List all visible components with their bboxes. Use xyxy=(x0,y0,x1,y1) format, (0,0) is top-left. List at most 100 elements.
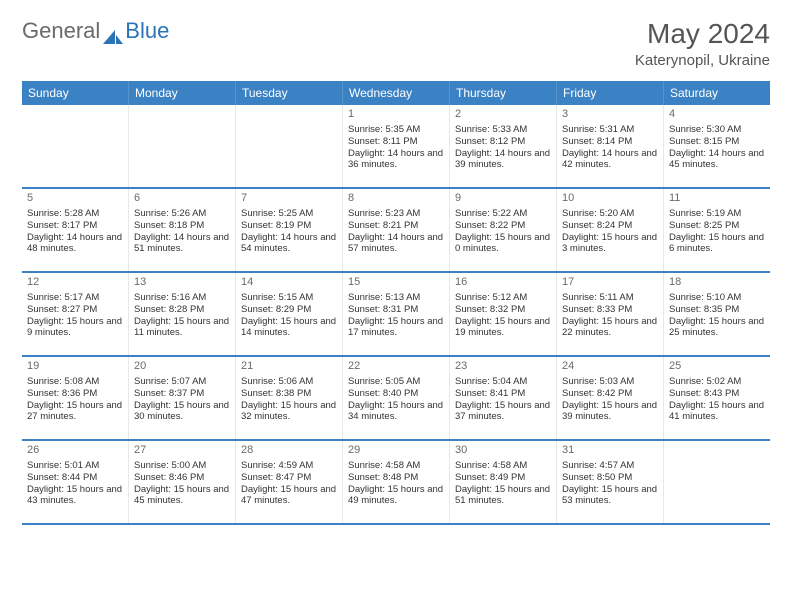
day-cell: 31Sunrise: 4:57 AMSunset: 8:50 PMDayligh… xyxy=(557,441,664,523)
logo: General Blue xyxy=(22,18,169,44)
daylight-line: Daylight: 15 hours and 51 minutes. xyxy=(455,484,551,508)
sunrise-line: Sunrise: 5:04 AM xyxy=(455,376,551,388)
daylight-line: Daylight: 14 hours and 39 minutes. xyxy=(455,148,551,172)
day-number: 24 xyxy=(562,360,658,374)
day-cell: 12Sunrise: 5:17 AMSunset: 8:27 PMDayligh… xyxy=(22,273,129,355)
sunset-line: Sunset: 8:33 PM xyxy=(562,304,658,316)
weekday-header: Monday xyxy=(129,81,236,105)
daylight-line: Daylight: 15 hours and 14 minutes. xyxy=(241,316,337,340)
sunrise-line: Sunrise: 5:25 AM xyxy=(241,208,337,220)
day-cell: 21Sunrise: 5:06 AMSunset: 8:38 PMDayligh… xyxy=(236,357,343,439)
daylight-line: Daylight: 15 hours and 41 minutes. xyxy=(669,400,765,424)
weekday-header: Saturday xyxy=(664,81,770,105)
daylight-line: Daylight: 15 hours and 22 minutes. xyxy=(562,316,658,340)
daylight-line: Daylight: 15 hours and 3 minutes. xyxy=(562,232,658,256)
day-number: 13 xyxy=(134,276,230,290)
day-number: 21 xyxy=(241,360,337,374)
day-number: 11 xyxy=(669,192,765,206)
week-row: 12Sunrise: 5:17 AMSunset: 8:27 PMDayligh… xyxy=(22,273,770,357)
sunrise-line: Sunrise: 5:35 AM xyxy=(348,124,444,136)
weekday-header: Friday xyxy=(557,81,664,105)
day-cell: 8Sunrise: 5:23 AMSunset: 8:21 PMDaylight… xyxy=(343,189,450,271)
sunrise-line: Sunrise: 5:12 AM xyxy=(455,292,551,304)
calendar-page: General Blue May 2024 Katerynopil, Ukrai… xyxy=(0,0,792,543)
header: General Blue May 2024 Katerynopil, Ukrai… xyxy=(22,18,770,69)
sunrise-line: Sunrise: 5:13 AM xyxy=(348,292,444,304)
sunrise-line: Sunrise: 5:33 AM xyxy=(455,124,551,136)
empty-cell xyxy=(129,105,236,187)
daylight-line: Daylight: 15 hours and 11 minutes. xyxy=(134,316,230,340)
sunset-line: Sunset: 8:44 PM xyxy=(27,472,123,484)
empty-cell xyxy=(236,105,343,187)
day-cell: 27Sunrise: 5:00 AMSunset: 8:46 PMDayligh… xyxy=(129,441,236,523)
weekday-header-row: SundayMondayTuesdayWednesdayThursdayFrid… xyxy=(22,81,770,105)
sunrise-line: Sunrise: 5:05 AM xyxy=(348,376,444,388)
sunset-line: Sunset: 8:41 PM xyxy=(455,388,551,400)
day-number: 17 xyxy=(562,276,658,290)
sunrise-line: Sunrise: 5:07 AM xyxy=(134,376,230,388)
day-cell: 30Sunrise: 4:58 AMSunset: 8:49 PMDayligh… xyxy=(450,441,557,523)
sunrise-line: Sunrise: 5:11 AM xyxy=(562,292,658,304)
daylight-line: Daylight: 15 hours and 19 minutes. xyxy=(455,316,551,340)
daylight-line: Daylight: 15 hours and 25 minutes. xyxy=(669,316,765,340)
day-cell: 19Sunrise: 5:08 AMSunset: 8:36 PMDayligh… xyxy=(22,357,129,439)
sunrise-line: Sunrise: 5:31 AM xyxy=(562,124,658,136)
sunset-line: Sunset: 8:31 PM xyxy=(348,304,444,316)
daylight-line: Daylight: 15 hours and 37 minutes. xyxy=(455,400,551,424)
day-cell: 14 Sunrise: 5:15 AMSunset: 8:29 PMDayligh… xyxy=(236,273,343,355)
sunrise-line: Sunrise: 5:30 AM xyxy=(669,124,765,136)
location-subtitle: Katerynopil, Ukraine xyxy=(635,52,770,69)
day-number: 31 xyxy=(562,444,658,458)
day-number: 26 xyxy=(27,444,123,458)
day-number: 14 xyxy=(241,276,337,290)
sunset-line: Sunset: 8:29 PM xyxy=(241,304,337,316)
sunrise-line: Sunrise: 5:23 AM xyxy=(348,208,444,220)
sunset-line: Sunset: 8:15 PM xyxy=(669,136,765,148)
week-row: 5Sunrise: 5:28 AMSunset: 8:17 PMDaylight… xyxy=(22,189,770,273)
sunrise-line: Sunrise: 5:22 AM xyxy=(455,208,551,220)
sunrise-line: Sunrise: 5:20 AM xyxy=(562,208,658,220)
day-number: 8 xyxy=(348,192,444,206)
day-cell: 3Sunrise: 5:31 AMSunset: 8:14 PMDaylight… xyxy=(557,105,664,187)
sunrise-line: Sunrise: 5:08 AM xyxy=(27,376,123,388)
daylight-line: Daylight: 14 hours and 57 minutes. xyxy=(348,232,444,256)
day-cell: 10 Sunrise: 5:20 AMSunset: 8:24 PMDayligh… xyxy=(557,189,664,271)
sunset-line: Sunset: 8:50 PM xyxy=(562,472,658,484)
sunset-line: Sunset: 8:25 PM xyxy=(669,220,765,232)
day-cell: 24Sunrise: 5:03 AMSunset: 8:42 PMDayligh… xyxy=(557,357,664,439)
day-number: 15 xyxy=(348,276,444,290)
sunrise-line: Sunrise: 5:06 AM xyxy=(241,376,337,388)
weekday-header: Thursday xyxy=(450,81,557,105)
daylight-line: Daylight: 15 hours and 34 minutes. xyxy=(348,400,444,424)
day-number: 18 xyxy=(669,276,765,290)
week-row: 1Sunrise: 5:35 AMSunset: 8:11 PMDaylight… xyxy=(22,105,770,189)
daylight-line: Daylight: 14 hours and 36 minutes. xyxy=(348,148,444,172)
day-number: 30 xyxy=(455,444,551,458)
sunrise-line: Sunrise: 5:28 AM xyxy=(27,208,123,220)
weekday-header: Tuesday xyxy=(236,81,343,105)
sunset-line: Sunset: 8:47 PM xyxy=(241,472,337,484)
day-number: 23 xyxy=(455,360,551,374)
sunrise-line: Sunrise: 5:10 AM xyxy=(669,292,765,304)
day-cell: 11Sunrise: 5:19 AMSunset: 8:25 PMDayligh… xyxy=(664,189,770,271)
daylight-line: Daylight: 15 hours and 17 minutes. xyxy=(348,316,444,340)
daylight-line: Daylight: 15 hours and 27 minutes. xyxy=(27,400,123,424)
day-number: 10 xyxy=(562,192,658,206)
day-number: 22 xyxy=(348,360,444,374)
day-cell: 1Sunrise: 5:35 AMSunset: 8:11 PMDaylight… xyxy=(343,105,450,187)
sunrise-line: Sunrise: 5:15 AM xyxy=(241,292,337,304)
day-cell: 13Sunrise: 5:16 AMSunset: 8:28 PMDayligh… xyxy=(129,273,236,355)
calendar-grid: SundayMondayTuesdayWednesdayThursdayFrid… xyxy=(22,81,770,525)
sunset-line: Sunset: 8:14 PM xyxy=(562,136,658,148)
sunset-line: Sunset: 8:24 PM xyxy=(562,220,658,232)
sail-icon xyxy=(103,24,123,38)
daylight-line: Daylight: 14 hours and 51 minutes. xyxy=(134,232,230,256)
day-cell: 7Sunrise: 5:25 AMSunset: 8:19 PMDaylight… xyxy=(236,189,343,271)
sunrise-line: Sunrise: 5:03 AM xyxy=(562,376,658,388)
sunrise-line: Sunrise: 4:58 AM xyxy=(455,460,551,472)
day-cell: 26Sunrise: 5:01 AMSunset: 8:44 PMDayligh… xyxy=(22,441,129,523)
daylight-line: Daylight: 14 hours and 42 minutes. xyxy=(562,148,658,172)
sunset-line: Sunset: 8:28 PM xyxy=(134,304,230,316)
sunset-line: Sunset: 8:18 PM xyxy=(134,220,230,232)
day-cell: 22Sunrise: 5:05 AMSunset: 8:40 PMDayligh… xyxy=(343,357,450,439)
